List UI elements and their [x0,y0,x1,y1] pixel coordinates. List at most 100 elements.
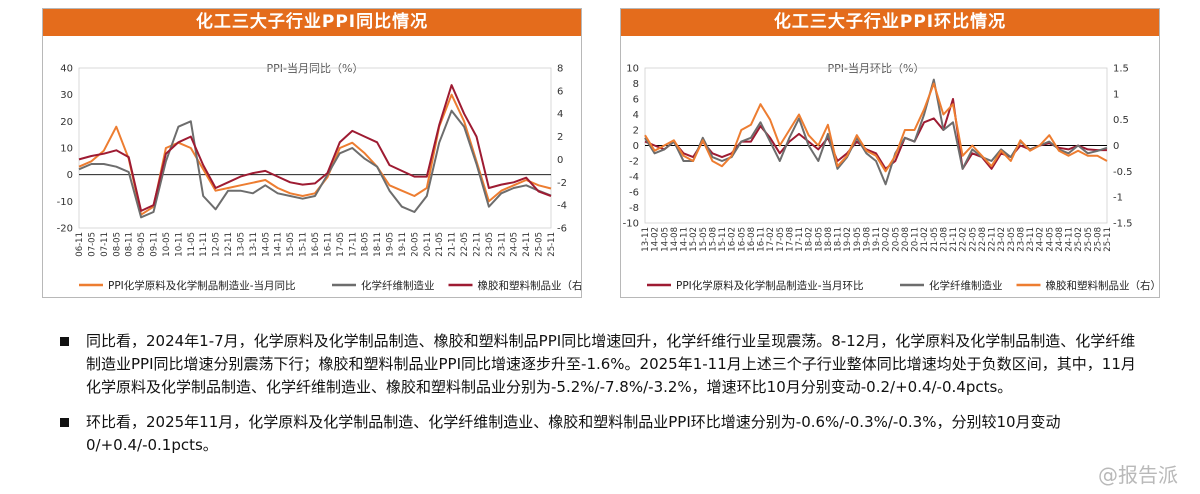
mom-x-tick-48: 25-11 [1103,227,1113,252]
yoy-x-tick-19: 16-05 [311,232,321,257]
bullet-yoy-text: 同比看，2024年1-7月，化学原料及化学制品制造、橡胶和塑料制品PPI同比增速… [86,332,1136,396]
yoy-x-tick-17: 15-05 [286,232,296,257]
mom-x-tick-34: 22-05 [968,227,978,252]
mom-x-tick-32: 21-11 [949,227,959,252]
mom-x-tick-46: 25-05 [1084,227,1094,252]
mom-y-left-tick-1: 8 [633,79,639,90]
mom-y-right-tick-1: 1 [1113,89,1119,100]
mom-x-tick-24: 19-11 [872,227,882,252]
yoy-x-tick-4: 08-11 [125,232,135,257]
mom-x-tick-44: 24-11 [1065,227,1075,252]
yoy-x-tick-36: 24-11 [522,232,532,257]
yoy-y-right-tick-6: -4 [557,201,567,212]
yoy-legend-label-2: 橡胶和塑料制品业（右） [478,279,582,292]
mom-x-tick-18: 18-05 [814,227,824,252]
mom-x-tick-26: 20-05 [891,227,901,252]
mom-x-tick-3: 14-08 [670,227,680,252]
mom-x-tick-17: 18-02 [805,227,815,252]
mom-x-tick-0: 13-11 [641,227,651,252]
mom-x-tick-6: 15-05 [699,227,709,252]
mom-y-right-tick-3: 0 [1113,141,1119,152]
yoy-x-tick-25: 19-05 [386,232,396,257]
mom-x-tick-35: 22-08 [978,227,988,252]
mom-series-2-line [644,82,1108,173]
yoy-x-tick-33: 23-05 [485,232,495,257]
yoy-y-right-tick-7: -6 [557,224,567,235]
yoy-plot-frame [78,67,552,229]
mom-x-tick-20: 18-11 [834,227,844,252]
yoy-series-2-line [78,84,552,212]
mom-x-tick-42: 24-05 [1045,227,1055,252]
yoy-x-tick-32: 22-11 [472,232,482,257]
mom-y-left-tick-4: 2 [633,126,639,137]
yoy-x-tick-22: 17-11 [348,232,358,257]
mom-x-tick-11: 16-08 [747,227,757,252]
mom-y-left-tick-2: 6 [633,95,639,106]
mom-series-1-line [644,78,1108,186]
mom-y-left-tick-10: -10 [623,219,639,230]
mom-x-tick-12: 16-11 [757,227,767,252]
yoy-y-left-tick-4: 0 [67,170,73,181]
yoy-chart-title: 化工三大子行业PPI同比情况 [43,9,581,36]
yoy-x-tick-35: 24-05 [510,232,520,257]
mom-chart-title: 化工三大子行业PPI环比情况 [621,9,1159,36]
mom-y-right-tick-0: 1.5 [1113,64,1129,75]
mom-chart-panel: 化工三大子行业PPI环比情况 PPI-当月环比（%） 10 8 6 4 2 0 -2 -4 -6-… [620,8,1160,298]
yoy-y-left-tick-2: 20 [60,117,73,128]
yoy-x-tick-23: 18-05 [361,232,371,257]
yoy-x-tick-27: 20-05 [410,232,420,257]
yoy-x-tick-30: 21-11 [448,232,458,257]
yoy-line-chart: PPI-当月同比（%）403020100-10-2086420-2-4-606-… [57,61,582,292]
yoy-x-tick-6: 09-11 [150,232,160,257]
mom-y-left-tick-0: 10 [626,64,639,75]
mom-x-tick-22: 19-05 [853,227,863,252]
mom-y-right-tick-5: -1 [1113,193,1123,204]
yoy-chart-panel: 化工三大子行业PPI同比情况 PPI-当月同比（%） 40 30 20 10 0 -10 -2… [42,8,582,298]
yoy-x-tick-10: 11-11 [199,232,209,257]
yoy-y-right-tick-5: -2 [557,178,567,189]
yoy-x-tick-2: 07-11 [100,232,110,257]
mom-y-left-tick-5: 0 [633,141,639,152]
yoy-x-tick-5: 09-05 [137,232,147,257]
yoy-x-tick-7: 10-05 [162,232,172,257]
mom-x-tick-7: 15-08 [708,227,718,252]
mom-x-tick-36: 22-11 [988,227,998,252]
yoy-x-tick-0: 06-11 [75,232,85,257]
yoy-legend-label-1: 化学纤维制造业 [361,279,435,292]
yoy-x-tick-37: 25-05 [535,232,545,257]
mom-x-tick-16: 17-11 [795,227,805,252]
mom-x-tick-27: 20-08 [901,227,911,252]
mom-x-tick-41: 24-02 [1036,227,1046,252]
yoy-legend-label-0: PPI化学原料及化学制品制造业-当月同比 [108,279,296,292]
yoy-x-tick-38: 25-11 [547,232,557,257]
yoy-x-tick-15: 14-05 [261,232,271,257]
mom-legend-label-0: PPI化学原料及化学制品制造业-当月环比 [676,279,864,292]
mom-x-tick-1: 14-02 [651,227,661,252]
commentary: 同比看，2024年1-7月，化学原料及化学制品制造、橡胶和塑料制品PPI同比增速… [60,330,1150,469]
mom-y-right-tick-2: 0.5 [1113,115,1129,126]
yoy-x-tick-28: 20-11 [423,232,433,257]
mom-x-tick-5: 15-02 [689,227,699,252]
yoy-x-tick-9: 11-05 [187,232,197,257]
bullet-yoy: 同比看，2024年1-7月，化学原料及化学制品制造、橡胶和塑料制品PPI同比增速… [60,330,1150,399]
mom-y-left-tick-8: -6 [629,188,639,199]
yoy-x-tick-3: 08-05 [112,232,122,257]
watermark: @报告派 [1098,463,1178,487]
mom-x-tick-13: 17-02 [766,227,776,252]
mom-y-left-tick-6: -2 [629,157,639,168]
mom-x-tick-10: 16-05 [737,227,747,252]
yoy-y-right-tick-3: 2 [557,132,563,143]
mom-y-left-tick-7: -4 [629,172,639,183]
yoy-x-tick-21: 17-05 [336,232,346,257]
mom-x-tick-9: 16-02 [728,227,738,252]
mom-x-tick-39: 23-08 [1016,227,1026,252]
mom-x-tick-21: 19-02 [843,227,853,252]
mom-y-left-tick-9: -8 [629,203,639,214]
yoy-x-tick-13: 13-05 [236,232,246,257]
mom-x-tick-4: 14-11 [680,227,690,252]
yoy-x-tick-26: 19-11 [398,232,408,257]
mom-x-tick-45: 25-02 [1074,227,1084,252]
mom-y-right-tick-4: -0.5 [1113,167,1133,178]
yoy-y-right-tick-4: 0 [557,155,563,166]
mom-y-right-tick-6: -1.5 [1113,219,1133,230]
